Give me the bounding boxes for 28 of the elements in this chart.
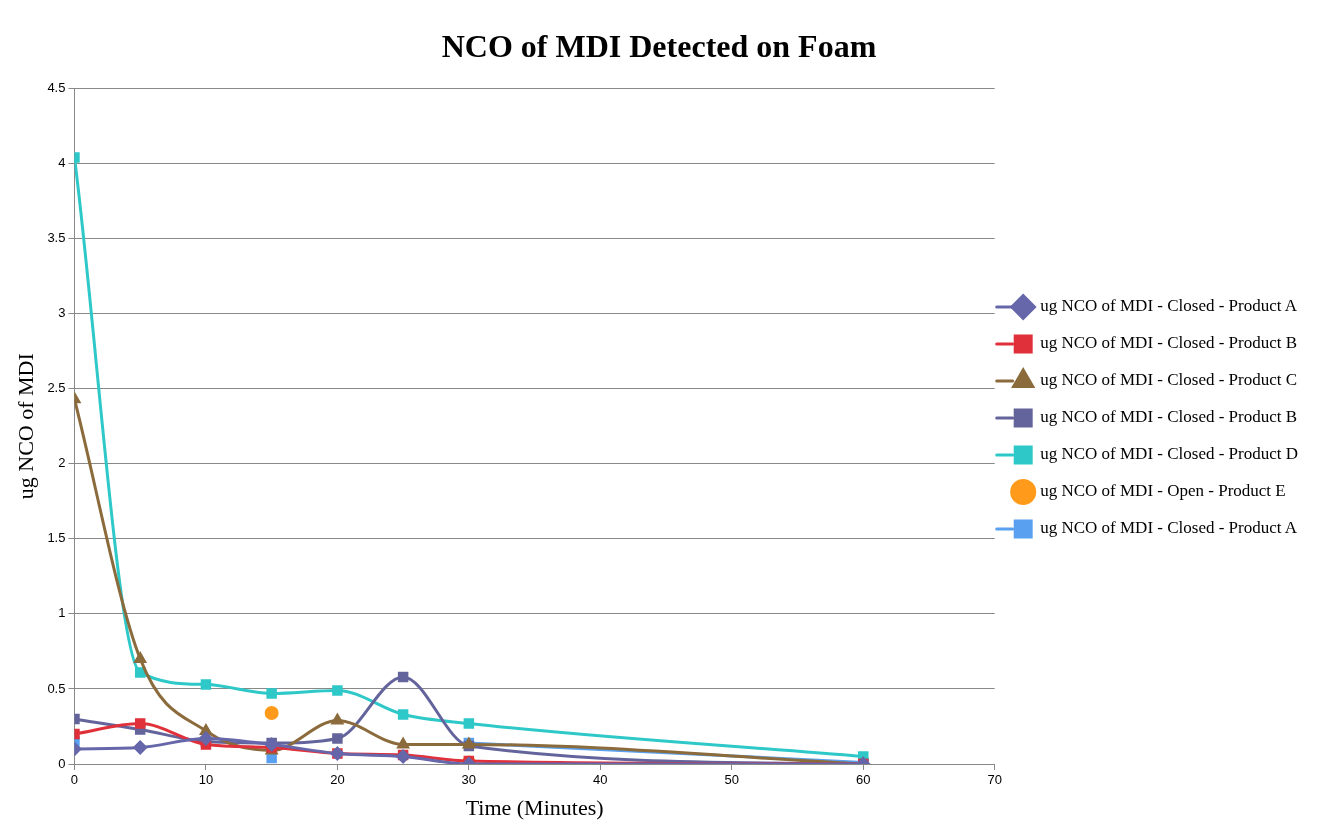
legend-label: ug NCO of MDI - Open - Product E	[1040, 481, 1286, 501]
x-axis-title: Time (Minutes)	[465, 794, 604, 820]
y-tick-label: 0	[58, 755, 66, 771]
legend-label: ug NCO of MDI - Closed - Product A	[1040, 518, 1298, 538]
legend-label: ug NCO of MDI - Closed - Product C	[1040, 370, 1298, 390]
y-tick-label: 1.5	[47, 530, 66, 546]
chart-title: NCO of MDI Detected on Foam	[441, 28, 877, 65]
x-tick-label: 20	[330, 772, 345, 788]
legend-label: ug NCO of MDI - Closed - Product B	[1040, 333, 1298, 353]
y-tick-label: 2	[58, 455, 66, 471]
x-tick-label: 50	[724, 772, 739, 788]
x-tick-label: 40	[593, 772, 608, 788]
x-tick-label: 0	[70, 772, 79, 788]
legend-label: ug NCO of MDI - Closed - Product A	[1040, 296, 1298, 316]
y-tick-label: 3	[58, 305, 66, 321]
y-tick-label: 0.5	[47, 680, 66, 696]
legend-label: ug NCO of MDI - Closed - Product B	[1040, 407, 1298, 427]
x-tick-label: 30	[461, 772, 477, 788]
x-tick-label: 10	[198, 772, 214, 788]
x-tick-label: 70	[987, 772, 1002, 788]
y-tick-label: 4	[58, 155, 66, 171]
x-tick-label: 60	[855, 772, 871, 788]
y-tick-label: 1	[58, 605, 66, 621]
y-axis-title: ug NCO of MDI	[12, 353, 38, 500]
y-tick-label: 4.5	[47, 79, 66, 95]
y-tick-label: 2.5	[47, 380, 66, 396]
legend-label: ug NCO of MDI - Closed - Product D	[1040, 444, 1299, 464]
y-tick-label: 3.5	[47, 230, 66, 246]
